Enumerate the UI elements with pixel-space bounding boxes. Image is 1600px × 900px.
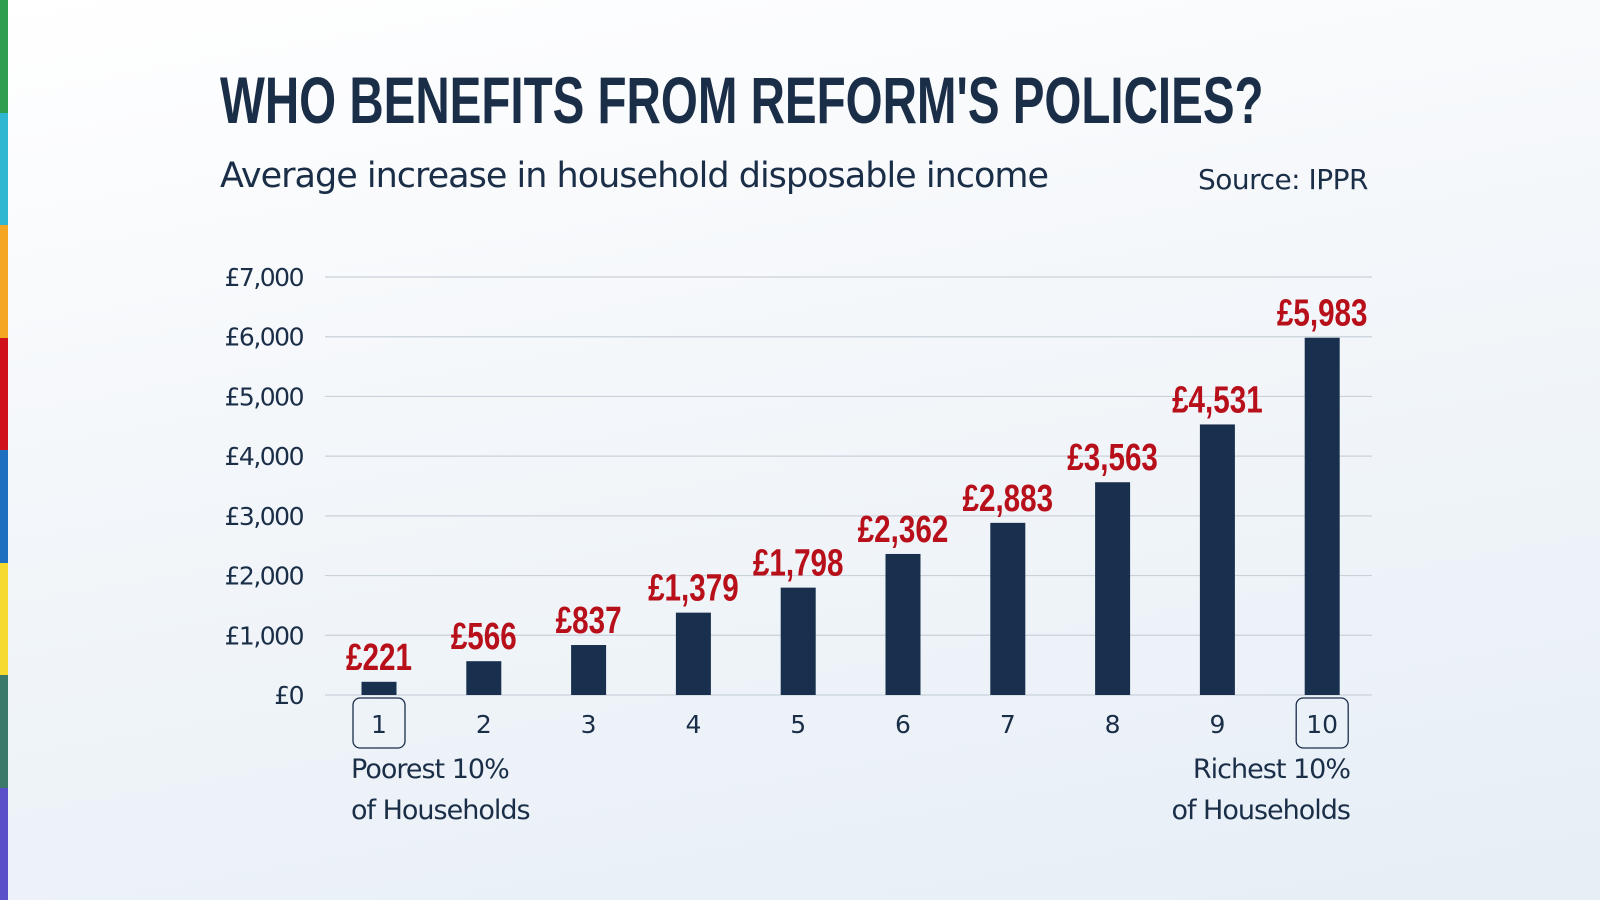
data-label: £3,563 <box>1067 437 1158 479</box>
data-label: £4,531 <box>1172 379 1263 421</box>
bar <box>780 587 816 695</box>
y-tick-label: £6,000 <box>225 323 304 352</box>
side-strip-segment <box>0 337 8 450</box>
source-label: Source: IPPR <box>1198 163 1368 196</box>
y-tick-label: £7,000 <box>225 263 304 292</box>
annotation-poorest-line1: Poorest 10% <box>351 754 510 785</box>
data-label: £1,379 <box>648 567 739 609</box>
y-tick-label: £0 <box>274 681 303 710</box>
bar <box>1199 424 1235 695</box>
chart-subtitle: Average increase in household disposable… <box>220 156 1049 196</box>
annotation-poorest-line2: of Households <box>351 795 531 826</box>
y-tick-label: £4,000 <box>225 442 304 471</box>
side-strip-segment <box>0 450 8 563</box>
side-strip-segment <box>0 0 8 113</box>
x-tick-label: 1 <box>371 710 387 739</box>
x-tick-label: 4 <box>685 710 701 739</box>
x-tick-label: 5 <box>790 710 806 739</box>
annotation-richest: Richest 10% of Households <box>1160 749 1351 831</box>
side-strip-segment <box>0 675 8 788</box>
bar <box>1095 482 1131 695</box>
bar <box>1304 337 1340 695</box>
data-label: £221 <box>346 636 412 678</box>
x-tick-label: 8 <box>1105 710 1121 739</box>
bar <box>990 522 1026 695</box>
side-strip-segment <box>0 787 8 900</box>
x-tick-label: 7 <box>1000 710 1016 739</box>
bar <box>466 661 502 695</box>
category-highlight-box <box>352 697 406 749</box>
x-tick-label: 10 <box>1306 710 1338 739</box>
side-strip-segment <box>0 225 8 338</box>
category-highlight-box <box>1295 697 1349 749</box>
x-tick-label: 2 <box>476 710 492 739</box>
annotation-richest-line1: Richest 10% <box>1192 754 1351 785</box>
y-tick-label: £5,000 <box>225 382 304 411</box>
data-label: £1,798 <box>753 542 844 584</box>
annotation-richest-line2: of Households <box>1171 795 1351 826</box>
bar <box>361 681 397 695</box>
data-label: £5,983 <box>1277 292 1368 334</box>
bar <box>675 612 711 695</box>
data-label: £837 <box>556 600 622 642</box>
data-label: £2,883 <box>962 477 1053 519</box>
side-strip-segment <box>0 562 8 675</box>
bar <box>885 553 921 695</box>
y-tick-label: £3,000 <box>225 502 304 531</box>
y-tick-label: £2,000 <box>225 562 304 591</box>
chart-title: WHO BENEFITS FROM REFORM'S POLICIES? <box>220 63 1264 137</box>
side-strip-segment <box>0 112 8 225</box>
y-tick-label: £1,000 <box>225 621 304 650</box>
annotation-poorest: Poorest 10% of Households <box>351 749 531 831</box>
data-label: £2,362 <box>858 509 949 551</box>
x-tick-label: 3 <box>581 710 597 739</box>
data-label: £566 <box>451 616 517 658</box>
x-tick-label: 9 <box>1209 710 1225 739</box>
x-tick-label: 6 <box>895 710 911 739</box>
bar <box>571 645 607 695</box>
